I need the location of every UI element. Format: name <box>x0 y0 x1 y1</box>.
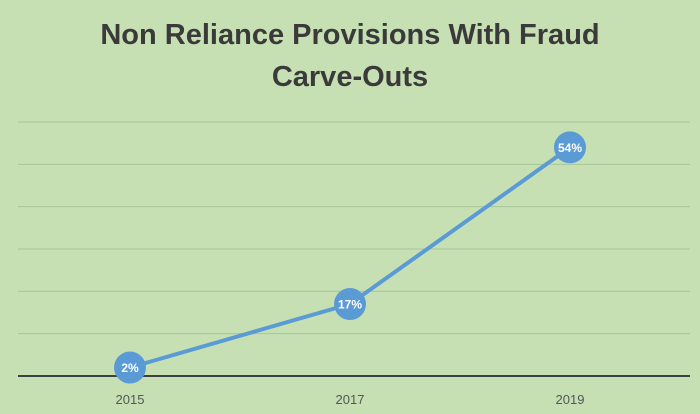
x-tick-label: 2017 <box>336 392 365 407</box>
data-label: 2% <box>121 361 139 375</box>
x-tick-label: 2015 <box>116 392 145 407</box>
x-tick-labels: 2015 2017 2019 <box>116 392 585 407</box>
series-line <box>128 145 572 370</box>
data-label: 54% <box>558 141 582 155</box>
data-point-marker <box>334 288 366 321</box>
data-points: 2% 17% 54% <box>114 131 586 384</box>
gridlines <box>18 121 690 335</box>
data-point-marker <box>554 131 586 164</box>
data-label: 17% <box>338 298 362 312</box>
chart-title-line-2: Carve-Outs <box>272 61 428 93</box>
series-line-group <box>128 145 572 370</box>
data-point-marker <box>114 351 146 384</box>
chart-title-line-1: Non Reliance Provisions With Fraud <box>100 19 599 51</box>
x-tick-label: 2019 <box>556 392 585 407</box>
